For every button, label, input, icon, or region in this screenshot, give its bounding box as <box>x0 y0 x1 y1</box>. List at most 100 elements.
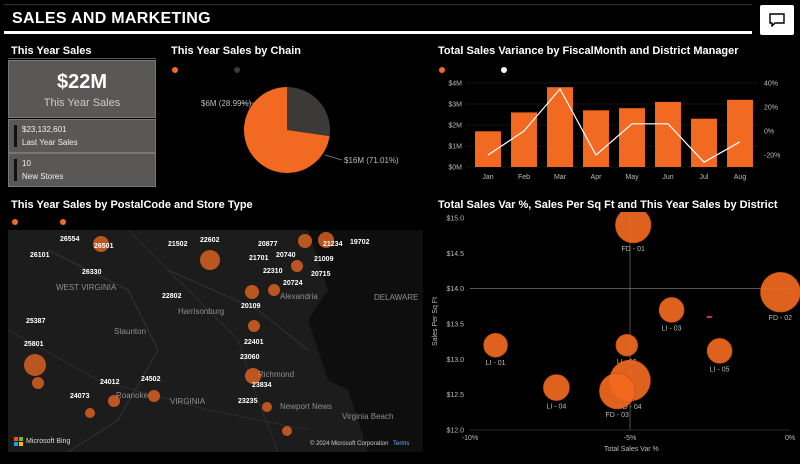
y-tick-left: $4M <box>448 81 462 88</box>
place-label: Roanoke <box>116 391 149 400</box>
map-terms-link[interactable]: Terms <box>393 441 410 447</box>
zip-label: 24012 <box>100 379 120 386</box>
y-tick-left: $0M <box>448 165 462 172</box>
zip-label: 25387 <box>26 318 46 325</box>
y-tick-right: 20% <box>764 105 778 112</box>
combo-ticks: $4M $3M $2M $1M $0M 40% 20% 0% -20% Jan Feb Mar Apr M… <box>448 81 780 182</box>
scatter-bubble[interactable] <box>615 334 638 357</box>
map-bubble[interactable] <box>245 368 261 384</box>
zip-label: 20715 <box>311 271 331 278</box>
legend-dot-store-b[interactable] <box>60 219 66 225</box>
kpi-last-year-label: Last Year Sales <box>22 138 78 147</box>
map-bubble[interactable] <box>298 234 312 248</box>
scatter-bubble[interactable] <box>483 332 508 358</box>
map-view[interactable]: WEST VIRGINIA Harrisonburg Staunton Alex… <box>8 230 423 452</box>
scatter-bubble[interactable] <box>658 297 685 323</box>
legend-dot-bars[interactable] <box>439 67 445 73</box>
y-tick: $13.5 <box>446 322 464 329</box>
zip-label: 21701 <box>249 255 269 262</box>
place-label: VIRGINIA <box>170 397 206 406</box>
y-tick-right: 40% <box>764 81 778 88</box>
bar[interactable] <box>691 118 717 167</box>
bar[interactable] <box>727 99 753 167</box>
zip-label: 20724 <box>283 280 303 287</box>
legend-dot-chain-a[interactable] <box>172 67 178 73</box>
map-title: This Year Sales by PostalCode and Store … <box>11 199 253 211</box>
zip-label: 21234 <box>323 241 343 248</box>
map-bubble[interactable] <box>245 285 259 299</box>
pie-chart[interactable] <box>160 70 420 180</box>
x-tick: -10% <box>462 435 478 442</box>
legend-dot-store-a[interactable] <box>12 219 18 225</box>
x-tick: Apr <box>591 174 603 181</box>
zip-label: 20740 <box>276 252 296 259</box>
map-bubble[interactable] <box>291 260 303 272</box>
card-accent-bar <box>14 125 17 147</box>
place-label: WEST VIRGINIA <box>56 283 117 292</box>
x-tick: Jun <box>662 174 673 181</box>
map-background <box>8 230 423 452</box>
scatter-bubble[interactable] <box>615 212 652 244</box>
map-bubble[interactable] <box>262 402 272 412</box>
bar[interactable] <box>619 108 645 167</box>
map-bubble[interactable] <box>85 408 95 418</box>
map-bubble[interactable] <box>248 320 260 332</box>
pie-slice[interactable] <box>287 87 330 137</box>
y-tick-right: 0% <box>764 129 774 136</box>
combo-chart[interactable]: $4M $3M $2M $1M $0M 40% 20% 0% -20% Jan Feb Mar Apr M… <box>430 75 800 185</box>
map-bubble[interactable] <box>282 426 292 436</box>
place-label: Harrisonburg <box>178 307 225 316</box>
zip-label: 26554 <box>60 236 80 243</box>
zip-label: 22802 <box>162 293 182 300</box>
y-tick: $15.0 <box>446 216 464 223</box>
map-bubble[interactable] <box>24 354 46 376</box>
x-tick: Jul <box>700 174 709 181</box>
pie-slice[interactable] <box>244 87 330 173</box>
scatter-bubble[interactable] <box>760 272 800 313</box>
legend-dot-chain-b[interactable] <box>234 67 240 73</box>
bar[interactable] <box>655 101 681 167</box>
kpi-value: $22M <box>56 71 108 93</box>
bing-logo: Microsoft Bing <box>14 437 70 446</box>
map-bubble[interactable] <box>108 395 120 407</box>
kpi-card-last-year-sales: $23,132,601 Last Year Sales <box>8 119 156 153</box>
scatter-title: Total Sales Var %, Sales Per Sq Ft and T… <box>438 199 778 211</box>
scatter-axes: $15.0 $14.5 $14.0 $13.5 $13.0 $12.5 $12.0-10% -… <box>446 216 795 443</box>
point-label: LI - 05 <box>710 366 730 373</box>
comment-icon <box>769 13 785 27</box>
combo-variance-line <box>487 87 741 163</box>
x-tick: Mar <box>554 174 567 181</box>
scatter-bubble[interactable] <box>543 374 570 401</box>
scatter-bubble[interactable] <box>706 338 733 364</box>
map-bubble[interactable] <box>318 232 334 248</box>
point-label: LI - 01 <box>486 360 506 367</box>
comment-button[interactable] <box>760 5 794 35</box>
bar[interactable] <box>547 87 573 167</box>
zip-label: 26330 <box>82 269 102 276</box>
kpi-divider <box>8 58 156 59</box>
zip-label: 26501 <box>94 243 114 250</box>
place-label: DELAWARE <box>374 293 419 302</box>
legend-dot-line[interactable] <box>501 67 507 73</box>
map-bubble[interactable] <box>268 284 280 296</box>
map-bubble[interactable] <box>32 377 44 389</box>
zip-label: 22401 <box>244 339 264 346</box>
map-bubble[interactable] <box>200 250 220 270</box>
place-label: Alexandria <box>280 292 318 301</box>
kpi-section-title: This Year Sales <box>11 45 92 57</box>
target-marker <box>706 315 712 318</box>
scatter-bubble[interactable] <box>599 373 636 410</box>
map-bubble[interactable] <box>148 390 160 402</box>
zip-label: 21502 <box>168 241 188 248</box>
x-tick: -5% <box>624 435 636 442</box>
y-tick-left: $1M <box>448 144 462 151</box>
kpi-card-new-stores: 10 New Stores <box>8 153 156 187</box>
y-tick: $12.0 <box>446 428 464 435</box>
place-label: Richmond <box>258 370 295 379</box>
kpi-card-this-year-sales: $22M This Year Sales <box>8 60 156 118</box>
map-bubble[interactable] <box>93 236 109 252</box>
x-tick: Feb <box>518 174 530 181</box>
y-tick-left: $2M <box>448 123 462 130</box>
scatter-chart[interactable]: $15.0 $14.5 $14.0 $13.5 $13.0 $12.5 $12.0-10% -… <box>430 212 800 444</box>
